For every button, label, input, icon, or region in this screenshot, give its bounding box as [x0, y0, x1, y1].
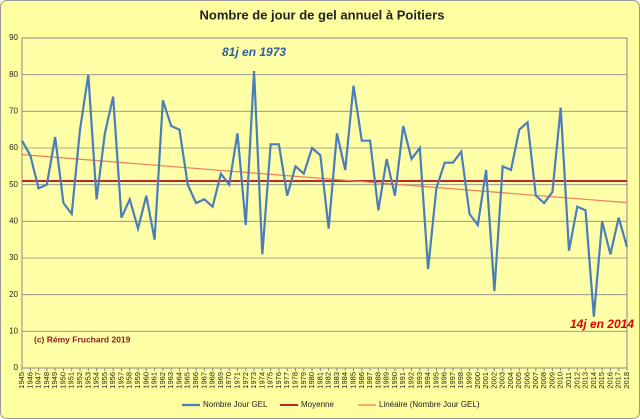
- x-tick-label: 1956: [108, 372, 117, 389]
- x-tick-label: 1976: [274, 372, 283, 389]
- x-tick-label: 2016: [605, 372, 614, 389]
- x-tick-label: 1957: [116, 372, 125, 389]
- x-tick-label: 1977: [282, 372, 291, 389]
- y-tick-label: 0: [14, 363, 19, 372]
- x-tick-label: 1980: [307, 372, 316, 389]
- x-tick-label: 1947: [34, 372, 43, 389]
- x-tick-label: 2003: [498, 372, 507, 389]
- x-tick-label: 1992: [407, 372, 416, 389]
- y-tick-label: 30: [9, 253, 18, 262]
- x-tick-label: 1981: [315, 372, 324, 389]
- x-tick-label: 2012: [572, 372, 581, 389]
- x-tick-label: 1951: [67, 372, 76, 389]
- x-tick-label: 1971: [232, 372, 241, 389]
- x-tick-label: 1946: [25, 372, 34, 389]
- x-tick-label: 1945: [17, 372, 26, 389]
- x-tick-label: 1960: [141, 372, 150, 389]
- reference-line: [21, 154, 628, 204]
- x-tick-label: 1966: [191, 372, 200, 389]
- x-tick-label: 2010: [556, 372, 565, 389]
- annotation: (c) Rémy Fruchard 2019: [34, 334, 131, 344]
- x-tick-label: 1982: [324, 372, 333, 389]
- legend-label: Nombre Jour GEL: [203, 400, 268, 409]
- x-tick-label: 1970: [224, 372, 233, 389]
- data-line: [21, 70, 629, 317]
- y-tick-label: 10: [9, 326, 18, 335]
- x-tick-label: 1958: [125, 372, 134, 389]
- x-tick-label: 1949: [50, 372, 59, 389]
- x-tick-label: 1979: [299, 372, 308, 389]
- y-tick-label: 60: [9, 143, 18, 152]
- x-tick-label: 1997: [448, 372, 457, 389]
- x-tick-label: 1990: [390, 372, 399, 389]
- x-tick-label: 1950: [58, 372, 67, 389]
- plot-area: [21, 37, 628, 369]
- x-tick-label: 1972: [241, 372, 250, 389]
- x-tick-label: 2002: [489, 372, 498, 389]
- x-tick-label: 1967: [199, 372, 208, 389]
- x-tick-label: 1993: [415, 372, 424, 389]
- x-tick-label: 2014: [589, 372, 598, 389]
- x-tick-label: 1954: [92, 372, 101, 389]
- x-tick-label: 1953: [83, 372, 92, 389]
- x-tick-label: 1994: [423, 372, 432, 389]
- y-tick-label: 50: [9, 180, 18, 189]
- y-tick-label: 80: [9, 70, 18, 79]
- x-tick-label: 2005: [514, 372, 523, 389]
- x-tick-label: 1963: [166, 372, 175, 389]
- x-tick-label: 2011: [564, 372, 573, 388]
- x-tick-label: 2007: [531, 372, 540, 389]
- x-tick-label: 2015: [597, 372, 606, 389]
- x-tick-label: 1999: [465, 372, 474, 389]
- chart-title: Nombre de jour de gel annuel à Poitiers: [200, 7, 445, 22]
- x-tick-label: 1952: [75, 372, 84, 389]
- x-tick-label: 1995: [431, 372, 440, 389]
- y-tick-label: 40: [9, 216, 18, 225]
- x-tick-label: 1991: [398, 372, 407, 389]
- x-tick-label: 1968: [208, 372, 217, 389]
- x-tick-label: 2009: [547, 372, 556, 389]
- x-tick-label: 1983: [332, 372, 341, 389]
- x-tick-label: 1988: [373, 372, 382, 389]
- x-tick-label: 2008: [539, 372, 548, 389]
- x-tick-label: 2000: [473, 372, 482, 389]
- x-tick-label: 1996: [440, 372, 449, 389]
- x-tick-label: 2001: [481, 372, 490, 389]
- x-tick-label: 1984: [340, 372, 349, 389]
- x-tick-label: 1964: [174, 372, 183, 389]
- x-tick-label: 2017: [614, 372, 623, 389]
- annotation: 81j en 1973: [222, 45, 286, 59]
- x-tick-label: 2004: [506, 372, 515, 389]
- x-tick-label: 1973: [249, 372, 258, 389]
- x-tick-label: 1962: [158, 372, 167, 389]
- x-tick-label: 1974: [257, 372, 266, 389]
- x-tick-label: 1985: [348, 372, 357, 389]
- x-tick-label: 1961: [150, 372, 159, 389]
- x-tick-label: 1978: [290, 372, 299, 389]
- annotation: 14j en 2014: [570, 317, 634, 331]
- x-tick-label: 1986: [357, 372, 366, 389]
- x-tick-label: 1987: [365, 372, 374, 389]
- x-tick-label: 1975: [266, 372, 275, 389]
- y-tick-label: 20: [9, 290, 18, 299]
- x-tick-label: 1969: [216, 372, 225, 389]
- x-tick-label: 1959: [133, 372, 142, 389]
- x-tick-label: 2006: [523, 372, 532, 389]
- x-tick-label: 1965: [183, 372, 192, 389]
- legend-label: Moyenne: [301, 400, 334, 409]
- x-tick-label: 1955: [100, 372, 109, 389]
- y-tick-label: 70: [9, 106, 18, 115]
- x-tick-label: 1998: [456, 372, 465, 389]
- y-tick-label: 90: [9, 33, 18, 42]
- x-tick-label: 1989: [382, 372, 391, 389]
- legend-label: Linéaire (Nombre Jour GEL): [379, 400, 480, 409]
- x-tick-label: 1948: [42, 372, 51, 389]
- x-tick-label: 2013: [581, 372, 590, 389]
- x-tick-label: 2018: [622, 372, 631, 389]
